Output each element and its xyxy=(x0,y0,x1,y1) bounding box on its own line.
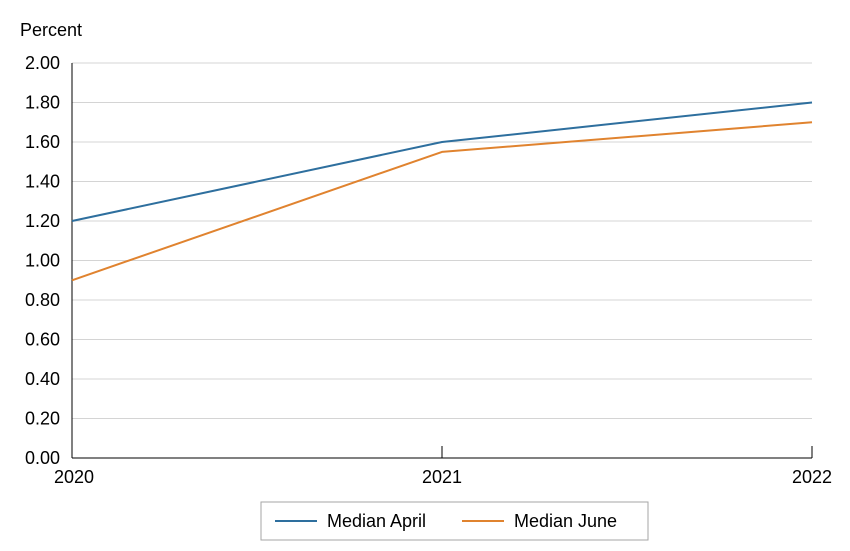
y-tick-label: 0.60 xyxy=(25,330,60,350)
axes: 0.00 0.20 0.40 0.60 0.80 1.00 1.20 1.40 1.60 1.80… xyxy=(25,53,832,487)
y-tick-label: 0.20 xyxy=(25,409,60,429)
series-lines xyxy=(71,101,813,282)
x-tick-label: 2022 xyxy=(792,467,832,487)
y-tick-label: 1.00 xyxy=(25,251,60,271)
series-line-median-april xyxy=(71,101,813,222)
y-axis-title: Percent xyxy=(20,20,82,40)
y-tick-label: 0.00 xyxy=(25,448,60,468)
legend-label: Median April xyxy=(327,511,426,531)
y-tick-label: 1.80 xyxy=(25,93,60,113)
series-line-median-june xyxy=(71,121,813,282)
grid-lines xyxy=(72,62,812,419)
x-tick-label: 2020 xyxy=(54,467,94,487)
x-tick-label: 2021 xyxy=(422,467,462,487)
legend: Median April Median June xyxy=(260,501,649,541)
y-tick-label: 1.40 xyxy=(25,172,60,192)
y-tick-label: 1.60 xyxy=(25,132,60,152)
y-tick-label: 2.00 xyxy=(25,53,60,73)
y-tick-label: 1.20 xyxy=(25,211,60,231)
y-tick-label: 0.40 xyxy=(25,369,60,389)
legend-label: Median June xyxy=(514,511,617,531)
y-tick-label: 0.80 xyxy=(25,290,60,310)
legend-box xyxy=(260,501,649,541)
